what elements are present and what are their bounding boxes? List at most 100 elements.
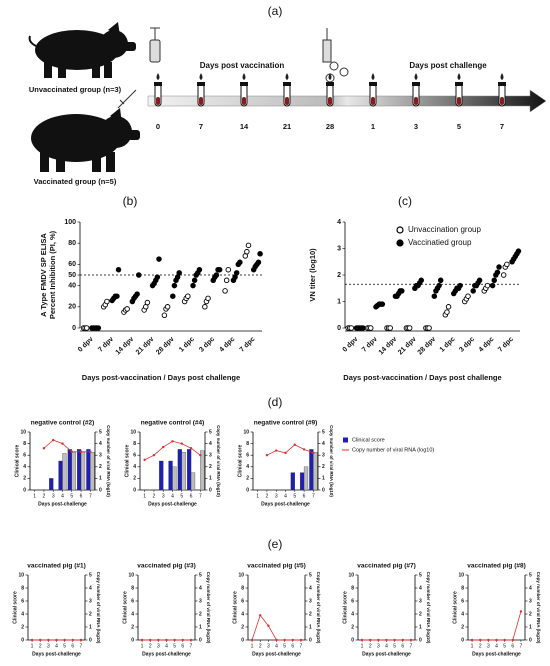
point <box>171 282 178 289</box>
timepoint-label: 7 <box>199 122 203 131</box>
point <box>136 272 142 278</box>
bar <box>190 472 196 491</box>
chart-title: negative control (#2) <box>31 420 95 427</box>
x-tick-label: 28 dpv <box>417 336 438 357</box>
point <box>426 325 432 331</box>
point <box>161 312 168 319</box>
y-tick-label: 10 <box>20 429 26 435</box>
y2-tick-label: 4 <box>309 585 312 591</box>
bar <box>200 450 205 491</box>
y-tick-label: 6 <box>351 598 354 604</box>
y-tick-label: 10 <box>348 572 354 578</box>
point <box>377 638 380 642</box>
bar <box>159 460 164 491</box>
point <box>503 638 506 642</box>
droplet <box>199 73 203 80</box>
point <box>164 304 171 310</box>
y-tick-label: 2 <box>246 476 249 482</box>
point <box>202 304 208 310</box>
point <box>63 638 66 642</box>
x-tick-label: 1 dpc <box>178 336 196 354</box>
x-tick-label: 3 <box>52 493 55 499</box>
tube-cap <box>455 82 463 86</box>
x-tick-label: 2 <box>259 643 262 649</box>
x-tick-label: 6 <box>80 493 83 499</box>
bar <box>177 449 182 491</box>
panel-label: (b) <box>123 194 138 208</box>
point <box>369 638 372 642</box>
y-tick-label: 4 <box>23 464 26 470</box>
x-tick-label: 5 <box>283 643 286 649</box>
x-tick-label: 2 <box>153 493 156 499</box>
y2-tick-label: 1 <box>529 624 532 630</box>
x-tick-label: 1 <box>256 493 259 499</box>
legend-label: Copy number of viral RNA (log10) <box>352 447 434 453</box>
x-tick-label: 5 <box>63 643 66 649</box>
point <box>387 325 393 331</box>
y2-tick-label: 0 <box>99 487 102 493</box>
y-tick-label: 2 <box>351 624 354 630</box>
x-axis-label: Days post-challenge <box>261 501 310 507</box>
x-tick-label: 3 <box>275 493 278 499</box>
point <box>250 638 254 642</box>
x-tick-label: 0 dpv <box>77 336 95 354</box>
x-tick-label: 6 <box>190 493 193 499</box>
x-tick-label: 7 dpv <box>97 336 115 354</box>
point <box>115 266 122 273</box>
bar <box>172 466 177 491</box>
y-tick-label: 10 <box>18 572 24 578</box>
x-tick-label: 14 dpv <box>378 336 399 357</box>
y-axis-label: Clinical score <box>342 591 348 624</box>
point <box>143 458 146 462</box>
bar <box>67 449 72 491</box>
y-tick-label: 0 <box>72 325 76 332</box>
y-tick-label: 0 <box>133 487 136 493</box>
x-tick-label: 3 dpc <box>458 336 476 354</box>
point <box>283 638 286 642</box>
x-tick-label: 5 <box>180 493 183 499</box>
bar <box>313 452 318 491</box>
x-tick-label: 4 dpc <box>218 336 236 354</box>
y-tick-label: 0 <box>23 487 26 493</box>
y2-tick-label: 1 <box>99 476 102 482</box>
y2-tick-label: 2 <box>309 611 312 617</box>
chart-title: negative control (#4) <box>141 420 205 427</box>
tube-cap <box>369 82 377 86</box>
y2-tick-label: 2 <box>99 464 102 470</box>
pig-unvaccinated <box>28 22 136 78</box>
x-tick-label: 3 <box>487 643 490 649</box>
timepoint-label: 0 <box>156 122 160 131</box>
y-tick-label: 6 <box>246 453 249 459</box>
y2-tick-label: 4 <box>99 441 102 447</box>
point <box>312 451 315 455</box>
x-tick-label: 2 <box>149 643 152 649</box>
point <box>170 293 176 299</box>
x-tick-label: 3 <box>157 643 160 649</box>
x-tick-label: 5 <box>70 493 73 499</box>
y-tick-label: 2 <box>461 624 464 630</box>
point <box>489 282 496 289</box>
y2-axis-label: Copy number of viral RNA (log10) <box>216 425 221 497</box>
droplet <box>328 73 332 80</box>
point <box>393 638 396 642</box>
group-label: Vaccinated group (n=5) <box>34 177 117 186</box>
x-tick-label: 7 dpv <box>361 336 379 354</box>
y2-axis-label: Copy number of viral RNA (log10) <box>536 572 541 644</box>
y-tick-label: 10 <box>238 572 244 578</box>
y2-tick-label: 5 <box>309 572 312 578</box>
bar <box>49 478 54 491</box>
y2-tick-label: 0 <box>419 637 422 643</box>
y2-tick-label: 5 <box>419 572 422 578</box>
line <box>266 444 314 456</box>
y-tick-label: 10 <box>130 429 136 435</box>
y-tick-label: 0 <box>351 637 354 643</box>
x-tick-label: 28 dpv <box>155 336 176 357</box>
y2-axis-label: Copy number of viral RNA (log10) <box>206 572 211 644</box>
y2-axis-label: Copy number of viral RNA (log10) <box>316 572 321 644</box>
x-tick-label: 2 <box>266 493 269 499</box>
y2-tick-label: 1 <box>322 476 325 482</box>
y2-tick-label: 1 <box>309 624 312 630</box>
tube-blood <box>500 97 504 105</box>
point <box>494 269 501 276</box>
